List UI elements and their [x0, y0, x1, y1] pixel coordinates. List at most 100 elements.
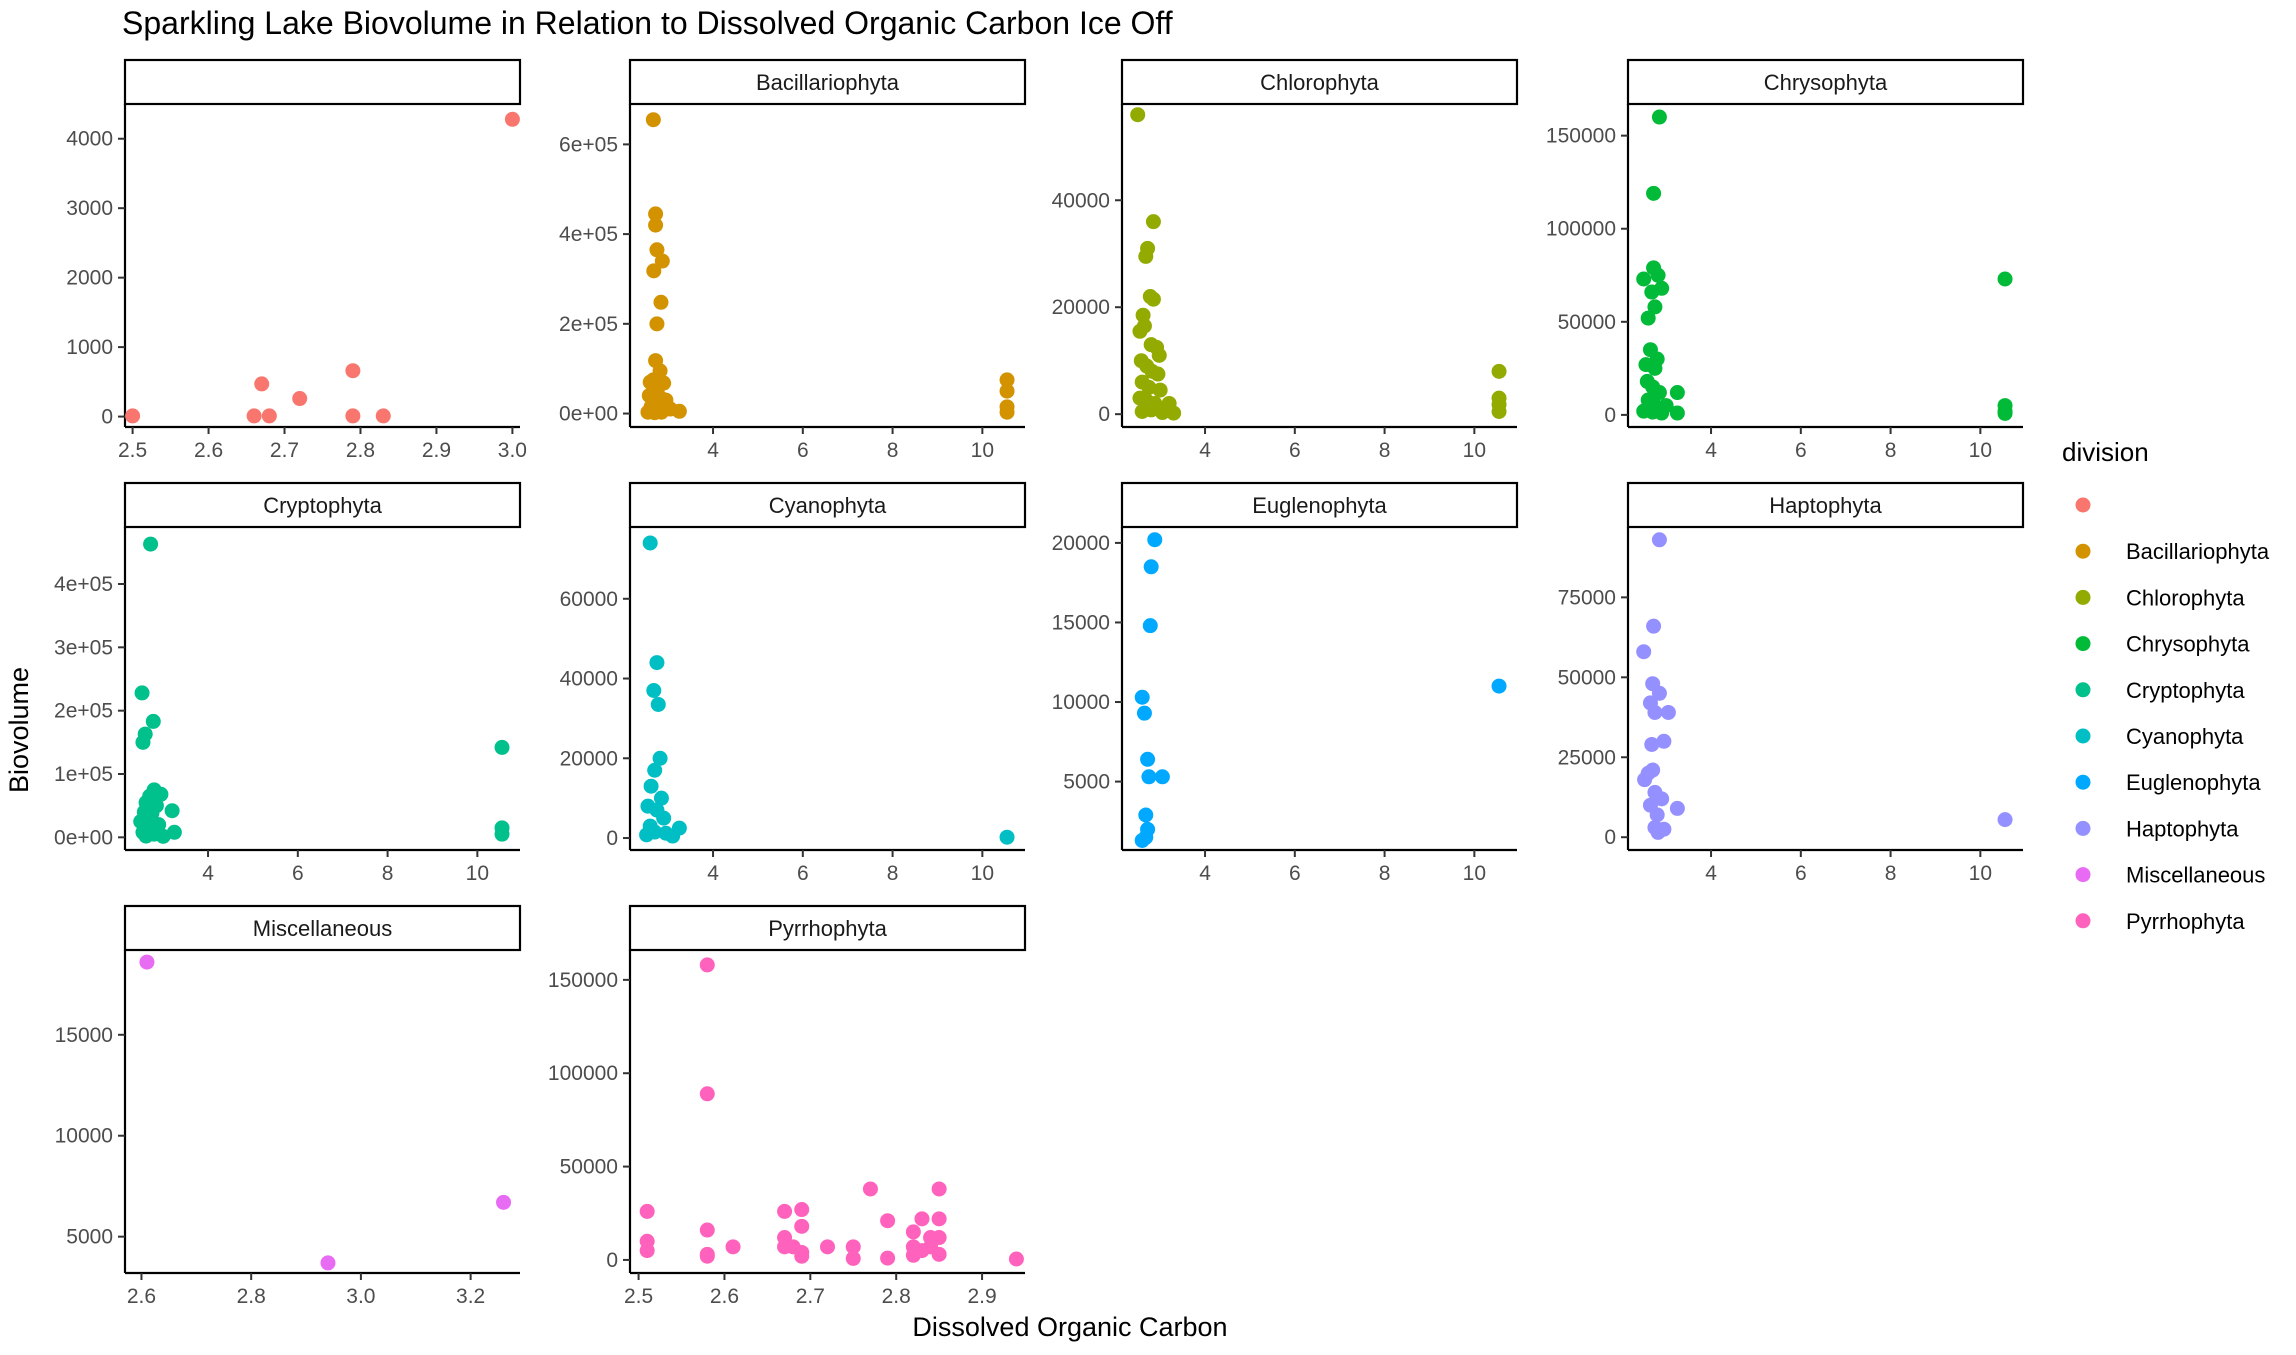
data-point [1130, 107, 1146, 123]
data-point [642, 535, 658, 551]
data-point [1651, 685, 1667, 701]
y-tick-label: 10000 [55, 1125, 113, 1148]
data-point [246, 408, 262, 424]
strip-chlorophyta [1120, 58, 1519, 106]
legend-label-bacillariophyta: Bacillariophyta [2126, 539, 2270, 564]
y-tick-label: 40000 [1052, 189, 1110, 212]
y-tick-label: 3e+05 [54, 636, 113, 659]
data-point [1997, 271, 2013, 287]
x-tick-label: 4 [1199, 862, 1211, 885]
x-tick-label: 3.0 [498, 439, 527, 462]
data-point [345, 408, 361, 424]
data-point [725, 1239, 741, 1255]
data-point [639, 1203, 655, 1219]
data-point [1650, 824, 1666, 840]
data-point [648, 217, 664, 233]
strip-label: Miscellaneous [253, 916, 392, 941]
y-tick-label: 0 [101, 406, 113, 429]
data-point [646, 263, 662, 279]
data-point [1647, 704, 1663, 720]
data-point [1646, 618, 1662, 634]
data-point [143, 536, 159, 552]
x-tick-label: 10 [466, 862, 489, 885]
y-tick-label: 1e+05 [54, 763, 113, 786]
x-tick-label: 4 [707, 439, 719, 462]
x-tick-label: 6 [1795, 439, 1807, 462]
data-point [1647, 360, 1663, 376]
data-point [494, 739, 510, 755]
data-point [777, 1203, 793, 1219]
data-point [1491, 678, 1507, 694]
data-point [1138, 248, 1154, 264]
legend-key-unnamed-0 [2075, 497, 2091, 513]
x-tick-label: 6 [292, 862, 304, 885]
x-tick-label: 3.0 [346, 1285, 375, 1308]
panel-unnamed-0: 2.5 2.6 2.7 2.8 2.9 3.0 0 1000 2000 3000 4000 [66, 58, 527, 462]
data-point [155, 828, 171, 844]
data-point [1145, 291, 1161, 307]
data-point [1660, 704, 1676, 720]
data-point [653, 790, 669, 806]
data-point [153, 786, 169, 802]
data-point [1997, 405, 2013, 421]
x-tick-label: 2.7 [270, 439, 299, 462]
y-tick-label: 10000 [1052, 691, 1110, 714]
y-tick-label: 40000 [560, 668, 618, 691]
y-tick-label: 50000 [1558, 311, 1616, 334]
data-point [652, 750, 668, 766]
x-tick-label: 8 [1379, 862, 1391, 885]
data-point [261, 408, 277, 424]
data-point [639, 1243, 655, 1259]
panel-miscellaneous: Miscellaneous 2.6 2.8 3.0 3.2 5000 10000 15000 [55, 904, 522, 1308]
y-tick-label: 0 [606, 827, 618, 850]
y-tick-label: 6e+05 [559, 133, 618, 156]
y-axis-label: Biovolume [4, 667, 34, 793]
data-point [1650, 267, 1666, 283]
x-tick-label: 8 [1379, 439, 1391, 462]
x-tick-label: 4 [202, 862, 214, 885]
y-tick-label: 15000 [1052, 611, 1110, 634]
data-point [1644, 284, 1660, 300]
data-point [1141, 379, 1157, 395]
data-point [1654, 405, 1670, 421]
panel-cryptophyta: Cryptophyta 4 6 8 10 0e+00 1e+05 2e+05 3e+05 4e+0… [54, 481, 522, 885]
y-tick-label: 2e+05 [559, 313, 618, 336]
legend-label-cyanophyta: Cyanophyta [2126, 724, 2244, 749]
data-point [125, 408, 141, 424]
data-point [1141, 769, 1157, 785]
data-point [880, 1213, 896, 1229]
data-point [1669, 385, 1685, 401]
data-point [345, 363, 361, 379]
legend-key-chrysophyta [2075, 636, 2091, 652]
strip-bacillariophyta [628, 58, 1027, 106]
data-point [292, 391, 308, 407]
x-tick-label: 6 [1289, 862, 1301, 885]
data-point [164, 803, 180, 819]
legend-key-bacillariophyta [2075, 543, 2091, 559]
data-point [650, 696, 666, 712]
legend-key-cryptophyta [2075, 682, 2091, 698]
data-point [820, 1239, 835, 1255]
data-point [1649, 807, 1665, 823]
data-point [1491, 363, 1507, 379]
data-point [1138, 807, 1154, 823]
data-point [1136, 705, 1152, 721]
panel-bacillariophyta: Bacillariophyta 4 6 8 10 0e+00 2e+05 4e+05 6e+05 [559, 58, 1027, 462]
data-point [1637, 772, 1653, 788]
x-tick-label: 2.8 [237, 1285, 266, 1308]
legend-label-miscellaneous: Miscellaneous [2126, 863, 2265, 888]
data-point [699, 1086, 715, 1102]
data-point [1150, 366, 1166, 382]
y-tick-label: 5000 [1063, 771, 1110, 794]
data-point [647, 762, 663, 778]
data-point [1151, 347, 1167, 363]
facet-panels: 2.5 2.6 2.7 2.8 2.9 3.001000200030004000Bacil… [54, 58, 2025, 1308]
panel-chlorophyta: Chlorophyta 4 6 8 10 0 20000 40000 [1052, 58, 1519, 462]
y-tick-label: 0 [1604, 404, 1616, 427]
data-point [1142, 618, 1158, 634]
chart-title: Sparkling Lake Biovolume in Relation to … [122, 5, 1173, 41]
data-point [656, 810, 672, 826]
data-point [1669, 405, 1685, 421]
data-point [1654, 791, 1670, 807]
